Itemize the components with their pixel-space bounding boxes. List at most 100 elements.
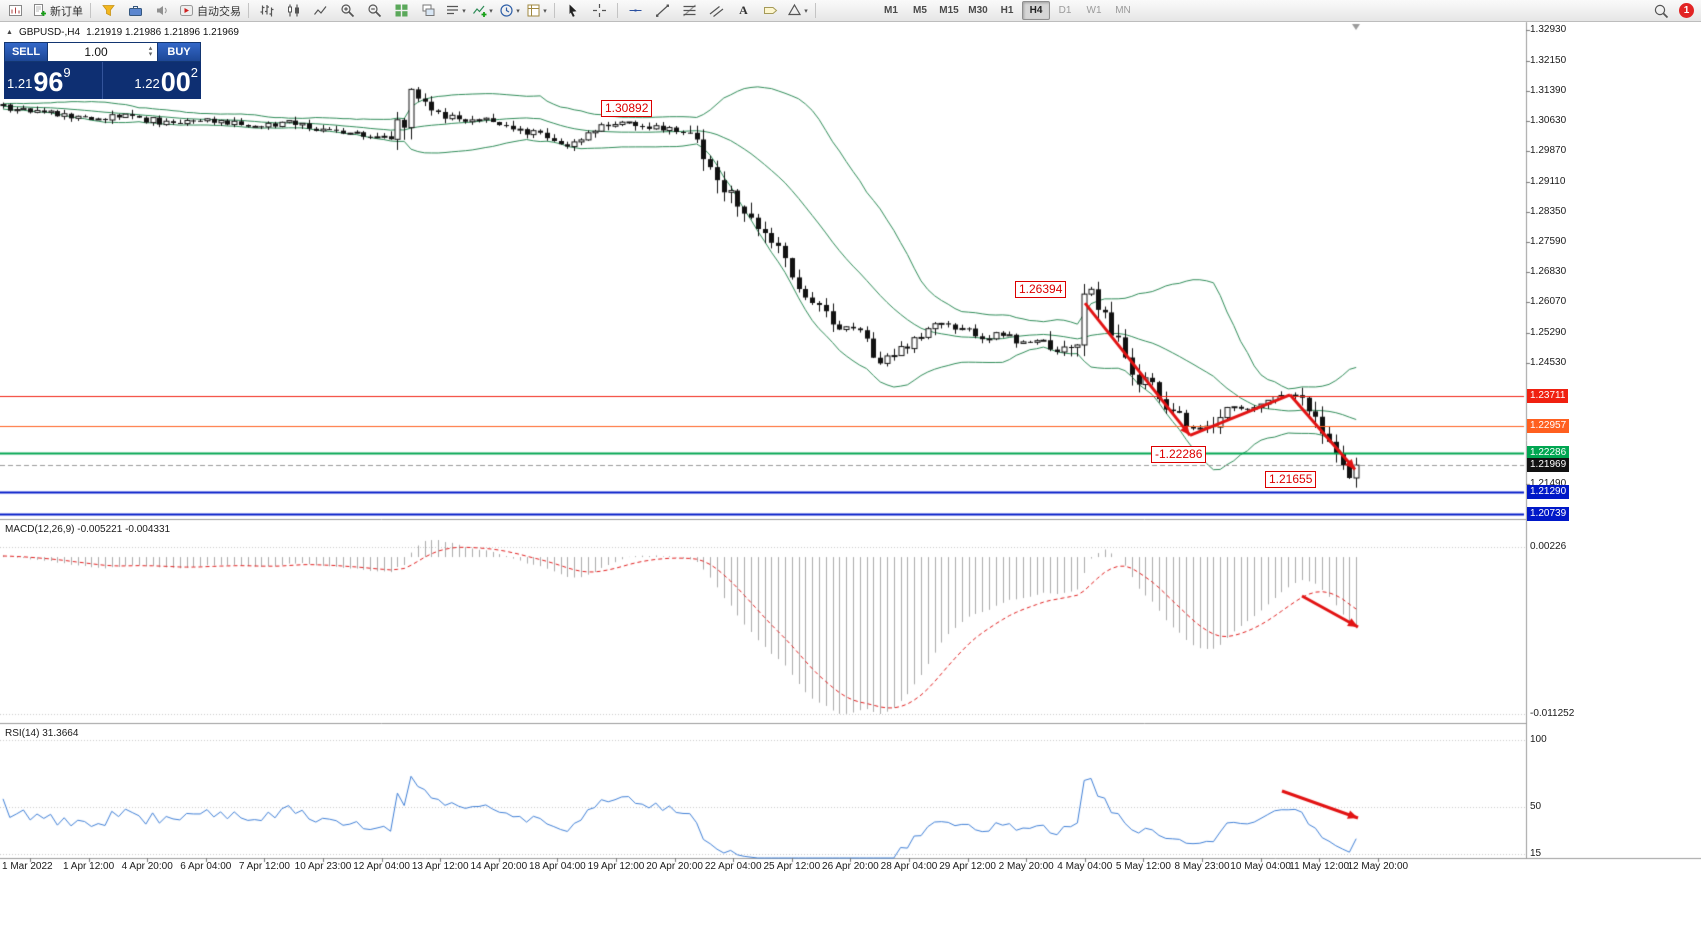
tile-windows-icon[interactable] — [389, 1, 414, 20]
crosshair-icon[interactable] — [587, 1, 612, 20]
shapes-icon — [788, 3, 802, 16]
price-axis-grid-label: 1.21490 — [1530, 478, 1567, 490]
buy-price-display[interactable]: 1.22 00 2 — [102, 62, 201, 99]
time-axis-label: 19 Apr 12:00 — [587, 861, 645, 872]
time-axis-label: 18 Apr 04:00 — [529, 861, 586, 872]
toolbar-separator — [248, 3, 249, 18]
toolbar-separator — [554, 3, 555, 18]
macd-indicator-title: MACD(12,26,9) -0.005221 -0.004331 — [5, 524, 171, 535]
time-axis-label: 4 Apr 20:00 — [121, 861, 173, 872]
toolbar-separator — [815, 3, 816, 18]
time-axis-label: 14 Apr 20:00 — [470, 861, 528, 872]
chevron-down-icon: ▾ — [489, 7, 493, 15]
time-axis-label: 1 Mar 2022 — [2, 861, 53, 872]
price-axis-grid-label: 1.29870 — [1530, 145, 1567, 157]
new-chart-icon[interactable] — [3, 1, 28, 20]
timeframe-button-m30[interactable]: M30 — [968, 5, 988, 16]
shapes-button[interactable]: ▾ — [785, 1, 810, 20]
zoom-in-icon[interactable] — [335, 1, 360, 20]
channel-icon[interactable] — [704, 1, 729, 20]
volume-stepper[interactable]: ▴ ▾ — [144, 45, 157, 58]
chevron-down-icon: ▾ — [516, 7, 520, 15]
sell-button[interactable]: SELL — [4, 42, 48, 62]
price-axis-grid-label: 1.32930 — [1530, 24, 1567, 35]
rsi-scale-label: 15 — [1530, 848, 1542, 859]
symbol-ohlc: 1.21919 1.21986 1.21896 1.21969 — [86, 27, 239, 38]
window-list-icon[interactable]: ▾ — [443, 1, 468, 20]
time-axis-label: 22 Apr 04:00 — [704, 861, 762, 872]
time-axis-label: 8 May 23:00 — [1174, 861, 1230, 872]
timeframe-button-m1[interactable]: M1 — [884, 5, 898, 16]
toolbar: 新订单 自动交易 ▾ ▾ ▾ ▾ A ▾ M1 M5 M15 M30 H1 H4 D1 W1 M… — [0, 0, 1701, 22]
stepper-down-icon[interactable]: ▾ — [148, 51, 153, 58]
timeframe-button-h1[interactable]: H1 — [1000, 5, 1014, 16]
cascade-windows-icon[interactable] — [416, 1, 441, 20]
new-order-button[interactable]: 新订单 — [30, 1, 85, 20]
templates-button[interactable]: ▾ — [524, 1, 549, 20]
time-axis-label: 13 Apr 12:00 — [411, 861, 469, 872]
notification-badge[interactable]: 1 — [1679, 3, 1694, 18]
volume-field[interactable]: 1.00 ▴ ▾ — [48, 42, 157, 62]
timeframe-button-m5[interactable]: M5 — [913, 5, 927, 16]
price-axis-grid-label: 1.32150 — [1530, 54, 1567, 66]
bars-chart-icon[interactable] — [254, 1, 279, 20]
macd-scale-bottom-label: -0.011252 — [1530, 708, 1575, 719]
candlestick-chart-icon[interactable] — [281, 1, 306, 20]
time-axis-label: 12 May 20:00 — [1347, 861, 1409, 872]
time-axis-label: 11 May 12:00 — [1289, 861, 1350, 872]
cursor-icon[interactable] — [560, 1, 585, 20]
stepper-up-icon[interactable]: ▴ — [148, 45, 153, 52]
price-annotation[interactable]: -1.22286 — [1151, 446, 1207, 463]
search-icon[interactable] — [1648, 1, 1673, 20]
price-annotation[interactable]: 1.21655 — [1265, 471, 1317, 488]
rsi-indicator-title: RSI(14) 31.3664 — [5, 728, 79, 739]
time-axis[interactable]: 1 Mar 2022 1 Apr 12:00 4 Apr 20:00 6 Apr 04… — [0, 859, 1526, 875]
price-axis-grid-label: 1.31390 — [1530, 85, 1567, 97]
time-axis-label: 12 Apr 04:00 — [353, 861, 410, 872]
price-annotation[interactable]: 1.26394 — [1015, 281, 1067, 298]
time-axis-label: 29 Apr 12:00 — [939, 861, 996, 872]
fibonacci-icon[interactable] — [677, 1, 702, 20]
trendline-icon[interactable] — [650, 1, 675, 20]
buy-button[interactable]: BUY — [157, 42, 201, 62]
rsi-pane-separator[interactable] — [0, 722, 1526, 726]
indicators-button[interactable]: ▾ — [470, 1, 495, 20]
trade-panel-toggle-icon[interactable]: ▲ — [6, 29, 13, 36]
price-axis-level-label: 1.23711 — [1527, 389, 1569, 403]
chevron-down-icon: ▾ — [543, 7, 547, 15]
price-axis-grid-label: 1.28350 — [1530, 205, 1567, 217]
macd-pane-separator[interactable] — [0, 518, 1526, 522]
price-axis-grid-label: 1.25290 — [1530, 327, 1567, 339]
line-chart-icon[interactable] — [308, 1, 333, 20]
text-tool-icon[interactable]: A — [739, 3, 748, 17]
zoom-out-icon[interactable] — [362, 1, 387, 20]
auto-trading-icon — [180, 5, 193, 16]
periods-button[interactable]: ▾ — [497, 1, 522, 20]
timeframe-button-d1[interactable]: D1 — [1058, 5, 1072, 16]
timeframe-button-w1[interactable]: W1 — [1086, 5, 1102, 16]
time-axis-label: 26 Apr 20:00 — [822, 861, 879, 872]
label-tool-icon[interactable] — [758, 1, 783, 20]
news-icon[interactable] — [150, 1, 175, 20]
buy-price-prefix: 1.22 — [134, 76, 160, 91]
price-annotation[interactable]: 1.30892 — [601, 100, 653, 117]
macd-scale-top-label: 0.00226 — [1530, 541, 1567, 552]
rsi-scale-label: 100 — [1530, 734, 1547, 745]
timeframe-button-m15[interactable]: M15 — [939, 5, 959, 16]
mql5-icon[interactable] — [96, 1, 121, 20]
price-axis-grid-label: 1.29110 — [1530, 175, 1566, 187]
new-order-icon — [34, 4, 46, 16]
toolbox-icon[interactable] — [123, 1, 148, 20]
price-axis[interactable]: 1.32930 1.32150 1.31390 1.30630 1.29870 1.291… — [1526, 22, 1701, 859]
horizontal-line-icon[interactable] — [623, 1, 648, 20]
toolbar-right-group: 1 — [1648, 1, 1694, 20]
sell-price-display[interactable]: 1.21 96 9 — [4, 62, 102, 99]
price-axis-level-label: 1.22286 — [1527, 445, 1570, 460]
sell-price-big: 96 — [33, 67, 64, 97]
auto-trading-button[interactable]: 自动交易 — [177, 1, 243, 20]
timeframe-button-mn[interactable]: MN — [1115, 5, 1131, 16]
timeframe-button-h4[interactable]: H4 — [1022, 1, 1050, 20]
time-axis-label: 10 May 04:00 — [1230, 861, 1291, 872]
